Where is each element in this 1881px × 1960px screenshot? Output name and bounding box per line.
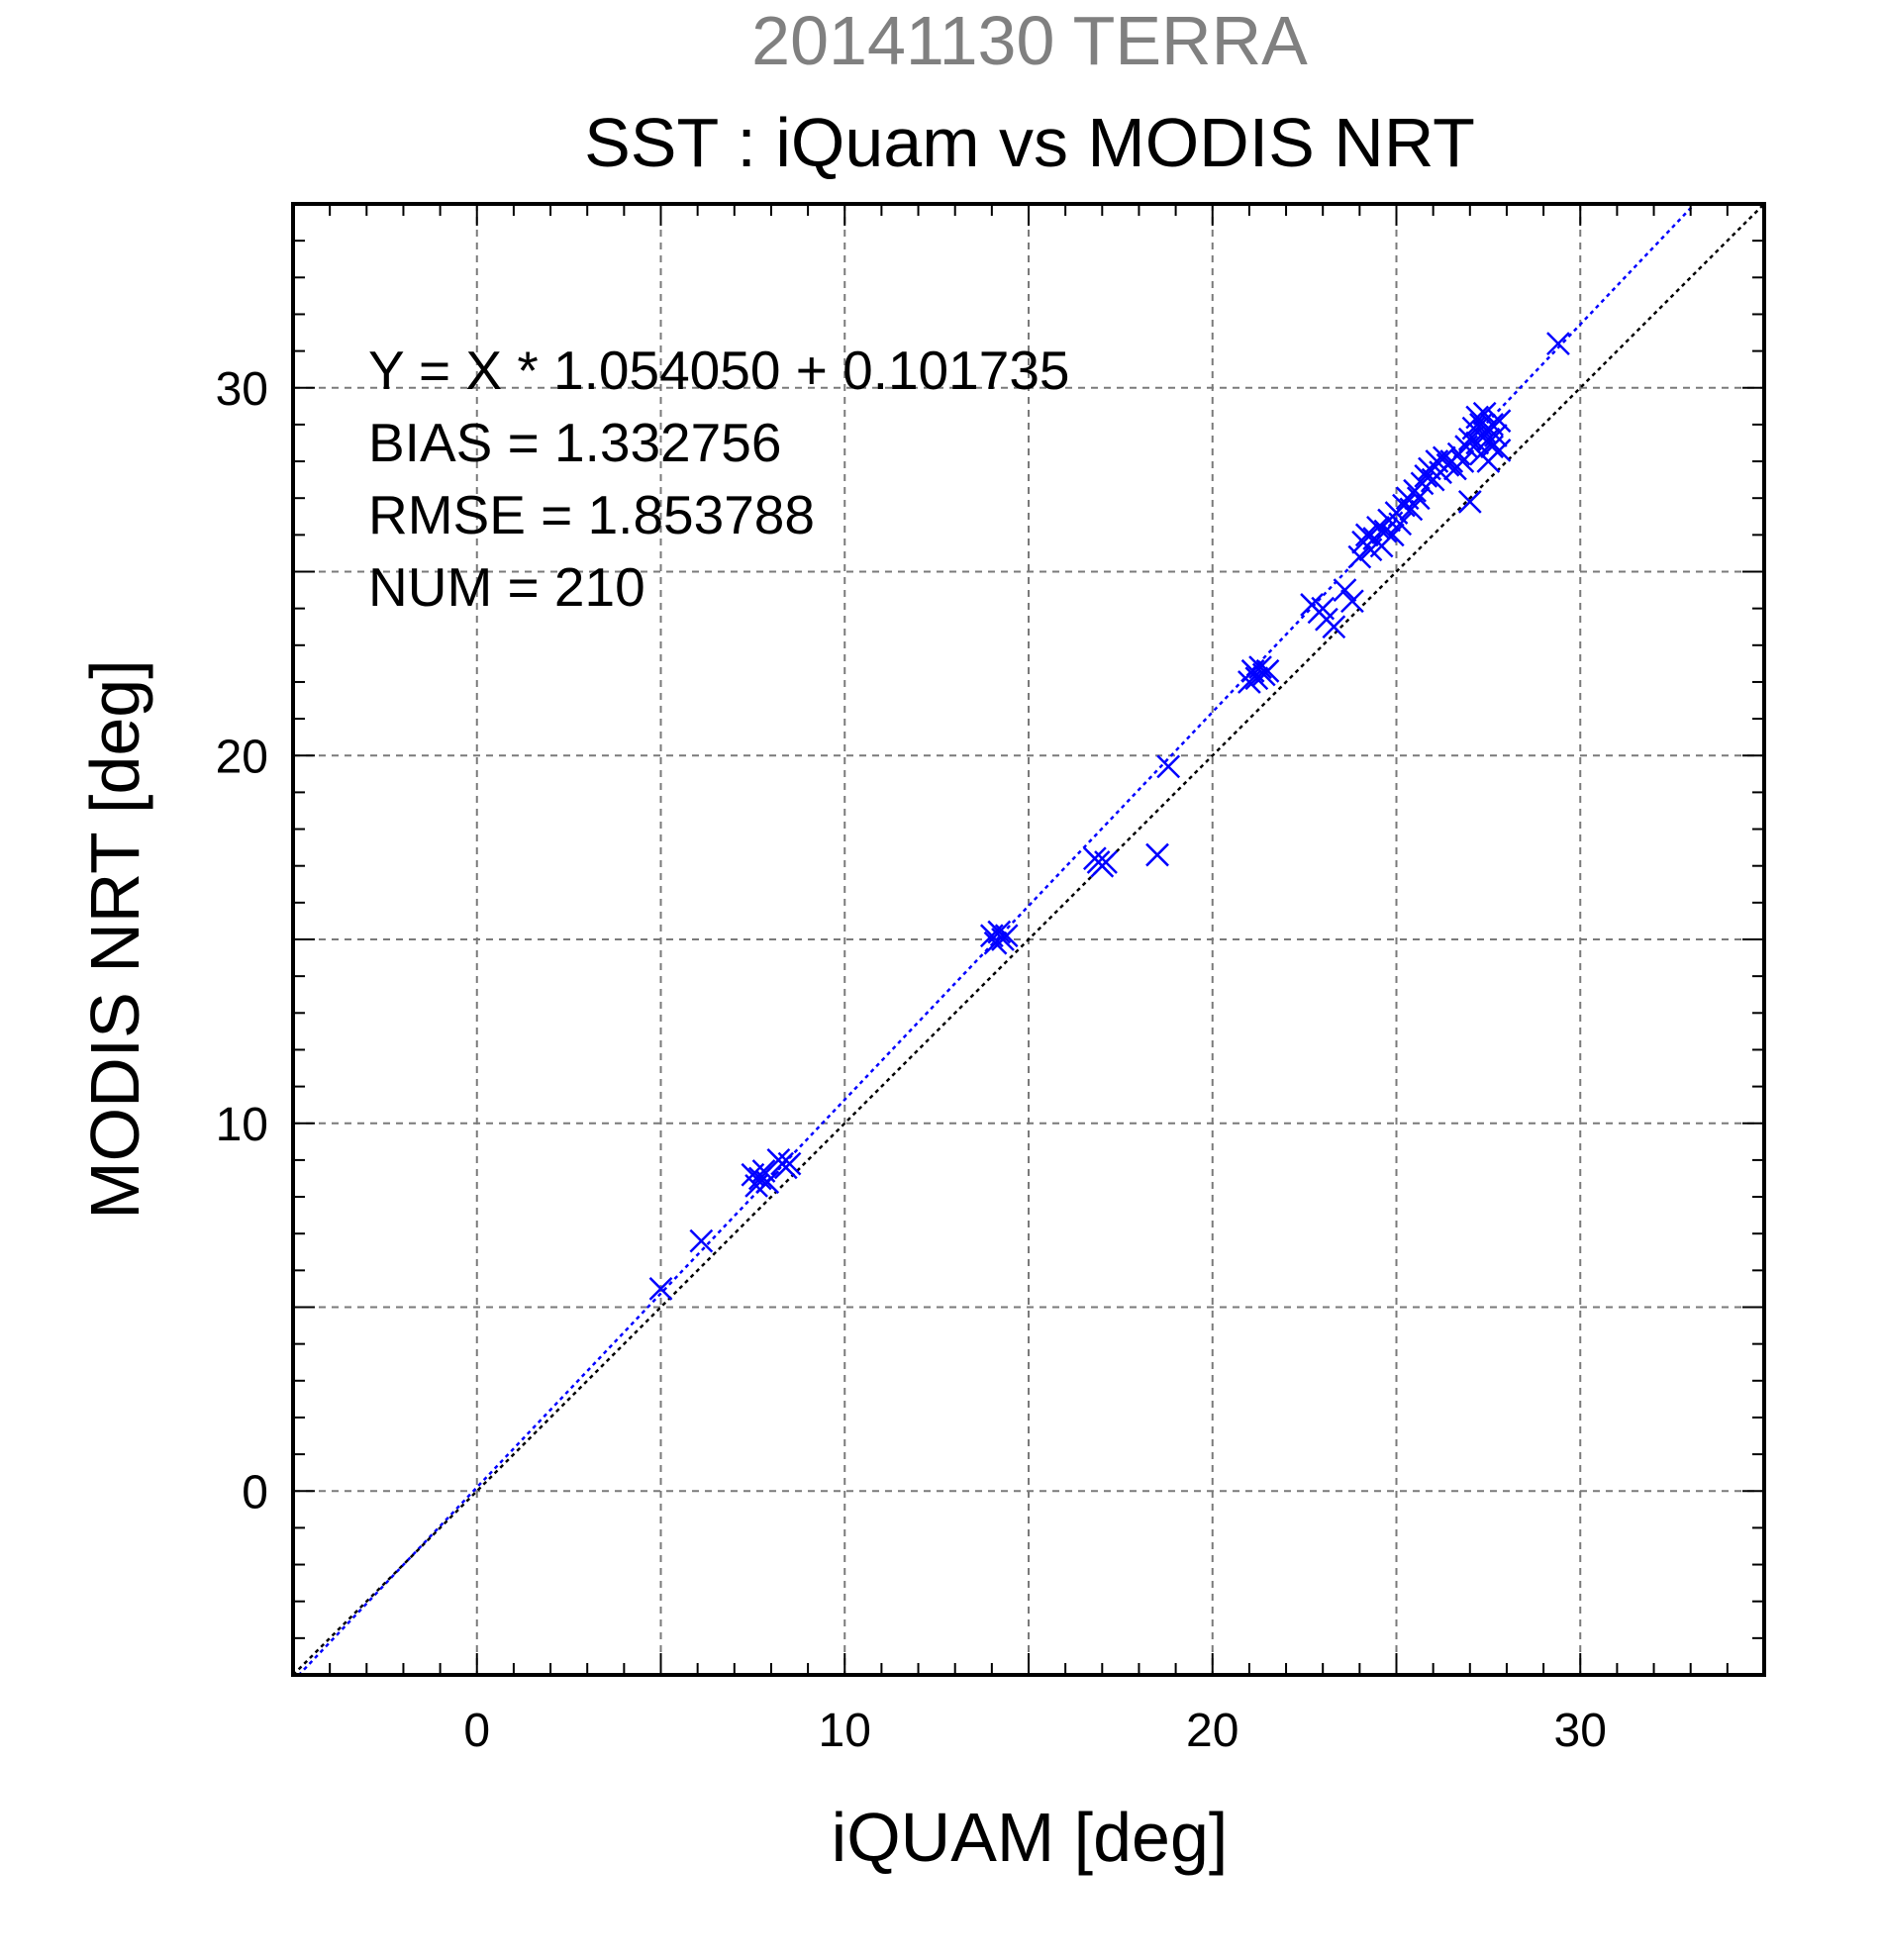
data-point: [1399, 497, 1424, 522]
x-tick-label: 20: [1186, 1705, 1238, 1757]
y-tick-label: 0: [242, 1466, 268, 1519]
y-tick-label: 10: [216, 1099, 268, 1151]
y-tick-label: 20: [216, 731, 268, 783]
y-tick-label: 30: [216, 363, 268, 416]
data-point: [994, 924, 1019, 948]
data-point: [1483, 424, 1508, 447]
stats-rmse-text: RMSE = 1.853788: [368, 484, 815, 545]
x-tick-label: 0: [463, 1705, 490, 1757]
data-point: [1248, 655, 1272, 679]
data-point: [777, 1151, 802, 1176]
stats-bias-text: BIAS = 1.332756: [368, 412, 781, 473]
data-point: [1546, 332, 1570, 356]
plot-frame: [291, 202, 1766, 1677]
tick-labels: 0 10 20 30 0 10 20 30: [216, 363, 1607, 1757]
stats-fit-text: Y = X * 1.054050 + 0.101735: [368, 340, 1070, 401]
x-axis-label: iQUAM [deg]: [832, 1799, 1229, 1876]
data-point: [1145, 842, 1169, 867]
data-point: [1406, 486, 1431, 511]
data-point: [1380, 523, 1405, 547]
data-point: [1333, 578, 1357, 602]
data-point: [1465, 405, 1490, 430]
data-points: [648, 332, 1570, 1301]
data-point: [987, 920, 1012, 944]
y-axis-label: MODIS NRT [deg]: [76, 659, 153, 1219]
x-tick-label: 10: [819, 1705, 871, 1757]
data-point: [1340, 589, 1364, 614]
data-point: [1366, 516, 1390, 539]
chart-title: SST : iQuam vs MODIS NRT: [584, 104, 1475, 181]
stats-num-text: NUM = 210: [368, 556, 645, 618]
data-point: [1487, 409, 1512, 434]
data-point: [1322, 615, 1346, 639]
data-point: [1354, 523, 1379, 547]
x-tick-label: 30: [1554, 1705, 1607, 1757]
data-point: [1388, 512, 1413, 537]
data-point: [1094, 850, 1118, 874]
data-point: [1347, 544, 1372, 569]
data-point: [1472, 401, 1497, 426]
data-point: [1392, 493, 1416, 518]
data-point: [689, 1228, 714, 1253]
data-point: [648, 1277, 673, 1301]
data-point: [1457, 490, 1482, 514]
data-point: [755, 1170, 780, 1195]
chart-supertitle: 20141130 TERRA: [751, 2, 1308, 79]
data-point: [1156, 754, 1181, 779]
data-point: [1414, 464, 1438, 488]
data-point: [747, 1166, 772, 1191]
reference-lines: [293, 204, 1764, 1675]
identity-line: [293, 204, 1764, 1675]
data-point: [1255, 658, 1280, 683]
data-point: [1487, 439, 1512, 462]
data-point: [1450, 449, 1475, 473]
